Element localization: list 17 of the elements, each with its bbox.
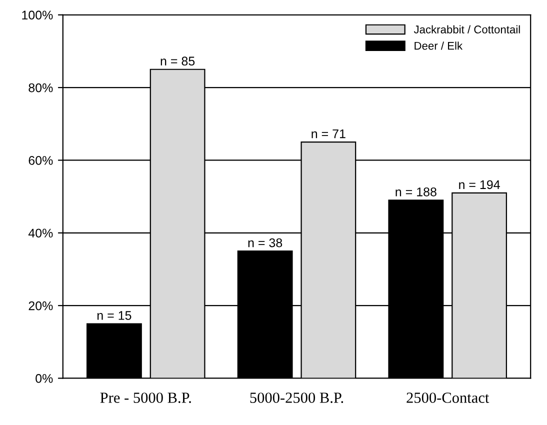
y-tick-label: 60%: [28, 156, 53, 165]
x-tick-label: Pre - 5000 B.P.: [100, 392, 191, 403]
y-tick-label: 0%: [36, 374, 53, 383]
y-tick-label: 20%: [28, 301, 53, 310]
y-tick-label: 40%: [28, 228, 53, 238]
annotation: n = 71: [312, 129, 346, 138]
annotation: n = 85: [160, 56, 195, 66]
annotation: n = 15: [97, 311, 132, 320]
legend-label: Jackrabbit / Cottontail: [414, 25, 520, 34]
x-tick-label: 5000-2500 B.P.: [250, 392, 344, 403]
annotation: n = 188: [396, 187, 436, 196]
legend-label: Deer / Elk: [414, 42, 463, 50]
annotation: n = 38: [248, 238, 282, 248]
y-tick-label: 80%: [28, 83, 53, 92]
x-tick-label: 2500-Contact: [406, 392, 490, 403]
y-tick-label: 100%: [22, 10, 53, 20]
annotation: n = 194: [459, 180, 500, 190]
